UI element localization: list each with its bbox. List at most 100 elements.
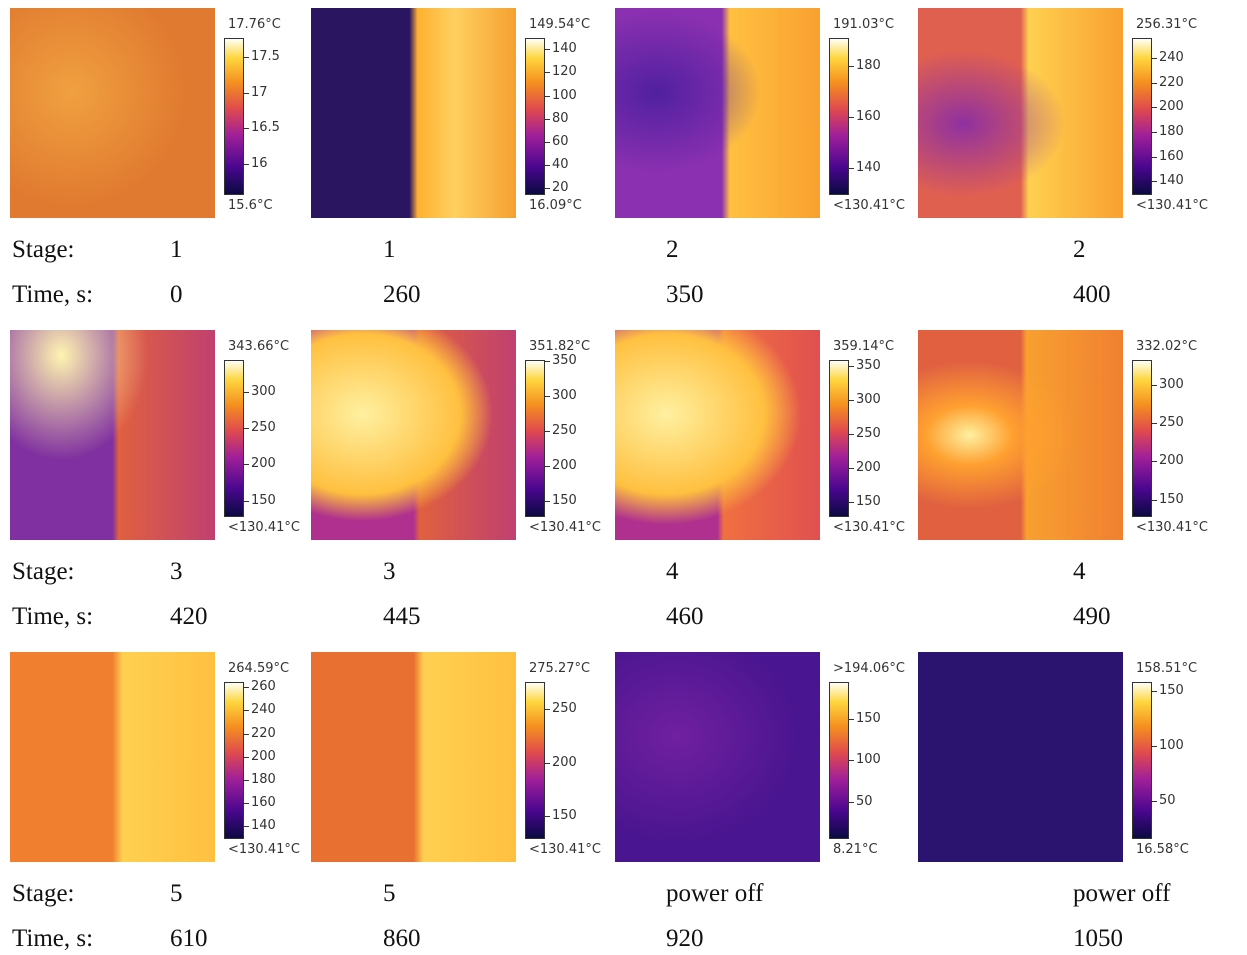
colorbar-tick: [244, 710, 249, 712]
colorbar-tick-label: 180: [251, 771, 276, 787]
colorbar-tick-label: 160: [251, 794, 276, 810]
colorbar-tick-label: 240: [251, 702, 276, 718]
colorbar-tick-label: 250: [1159, 415, 1184, 431]
colorbar-tick-label: 200: [251, 748, 276, 764]
colorbar: [1132, 360, 1152, 517]
stage-value: 1: [383, 236, 396, 263]
thermal-image: [918, 330, 1123, 540]
colorbar-tick-label: 140: [856, 160, 881, 176]
colorbar-min: <130.41°C: [228, 520, 300, 535]
colorbar-tick-label: 180: [1159, 123, 1184, 139]
colorbar-tick-label: 150: [856, 710, 881, 726]
colorbar-tick-label: 160: [856, 109, 881, 125]
time-label: Time, s:: [12, 925, 94, 952]
colorbar-tick: [244, 756, 249, 758]
colorbar: [525, 38, 545, 195]
thermal-image: [10, 652, 215, 862]
colorbar-tick-label: 220: [1159, 74, 1184, 90]
colorbar-tick-label: 20: [552, 180, 569, 196]
colorbar-min: 16.09°C: [529, 198, 582, 213]
colorbar-tick: [244, 802, 249, 804]
colorbar-tick: [1152, 82, 1157, 84]
colorbar-tick-label: 300: [856, 392, 881, 408]
colorbar-tick: [849, 400, 854, 402]
colorbar-tick: [545, 72, 550, 74]
colorbar-tick-label: 200: [552, 458, 577, 474]
colorbar-min: <130.41°C: [228, 842, 300, 857]
thermal-image: [918, 8, 1123, 218]
colorbar-min: 8.21°C: [833, 842, 878, 857]
time-value: 610: [170, 925, 208, 952]
thermal-image: [918, 652, 1123, 862]
stage-label: Stage:: [12, 236, 75, 263]
colorbar-max: >194.06°C: [833, 661, 905, 676]
colorbar-tick: [849, 501, 854, 503]
colorbar-tick: [244, 825, 249, 827]
time-label: Time, s:: [12, 281, 94, 308]
time-value: 420: [170, 603, 208, 630]
colorbar-tick: [545, 49, 550, 51]
thermal-image: [311, 330, 516, 540]
colorbar-tick: [244, 164, 249, 166]
colorbar-tick: [545, 501, 550, 503]
colorbar-tick-label: 100: [552, 87, 577, 103]
colorbar-tick: [244, 56, 249, 58]
colorbar-tick-label: 200: [552, 754, 577, 770]
colorbar-min: <130.41°C: [1136, 520, 1208, 535]
colorbar-tick: [849, 433, 854, 435]
colorbar-tick-label: 120: [552, 64, 577, 80]
time-label: Time, s:: [12, 603, 94, 630]
colorbar-max: 264.59°C: [228, 661, 290, 676]
colorbar-tick: [545, 709, 550, 711]
colorbar-tick-label: 40: [552, 157, 569, 173]
colorbar-tick: [849, 66, 854, 68]
colorbar-tick-label: 250: [251, 420, 276, 436]
colorbar-tick-label: 150: [552, 808, 577, 824]
colorbar-tick: [244, 779, 249, 781]
stage-value: 3: [383, 558, 396, 585]
colorbar: [224, 38, 244, 195]
colorbar-tick: [1152, 156, 1157, 158]
colorbar-min: 15.6°C: [228, 198, 273, 213]
colorbar: [829, 360, 849, 517]
colorbar-tick: [1152, 58, 1157, 60]
colorbar-tick-label: 140: [251, 817, 276, 833]
colorbar-tick: [1152, 499, 1157, 501]
thermal-image: [311, 8, 516, 218]
colorbar-tick-label: 150: [552, 493, 577, 509]
colorbar-max: 158.51°C: [1136, 661, 1198, 676]
colorbar-tick: [849, 802, 854, 804]
stage-value: 5: [170, 880, 183, 907]
colorbar: [829, 38, 849, 195]
time-value: 1050: [1073, 925, 1123, 952]
colorbar-tick: [849, 168, 854, 170]
colorbar-min: <130.41°C: [529, 842, 601, 857]
colorbar-tick-label: 240: [1159, 50, 1184, 66]
colorbar-tick: [244, 500, 249, 502]
colorbar-tick: [545, 466, 550, 468]
colorbar-min: <130.41°C: [833, 520, 905, 535]
stage-value: power off: [666, 880, 764, 907]
colorbar-tick-label: 150: [251, 492, 276, 508]
colorbar-max: 149.54°C: [529, 17, 591, 32]
colorbar-tick-label: 150: [856, 493, 881, 509]
stage-label: Stage:: [12, 558, 75, 585]
colorbar-tick: [545, 165, 550, 167]
colorbar-tick-label: 80: [552, 110, 569, 126]
colorbar-tick-label: 60: [552, 133, 569, 149]
colorbar: [1132, 38, 1152, 195]
colorbar-tick: [849, 718, 854, 720]
colorbar-tick-label: 17.5: [251, 48, 280, 64]
colorbar-tick: [244, 92, 249, 94]
colorbar-max: 359.14°C: [833, 339, 895, 354]
colorbar-tick: [849, 117, 854, 119]
colorbar-tick: [244, 391, 249, 393]
time-value: 920: [666, 925, 704, 952]
stage-value: 3: [170, 558, 183, 585]
colorbar-tick-label: 260: [251, 679, 276, 695]
colorbar-tick-label: 140: [552, 41, 577, 57]
colorbar-tick-label: 160: [1159, 148, 1184, 164]
colorbar-max: 351.82°C: [529, 339, 591, 354]
colorbar-max: 332.02°C: [1136, 339, 1198, 354]
thermal-image: [10, 8, 215, 218]
